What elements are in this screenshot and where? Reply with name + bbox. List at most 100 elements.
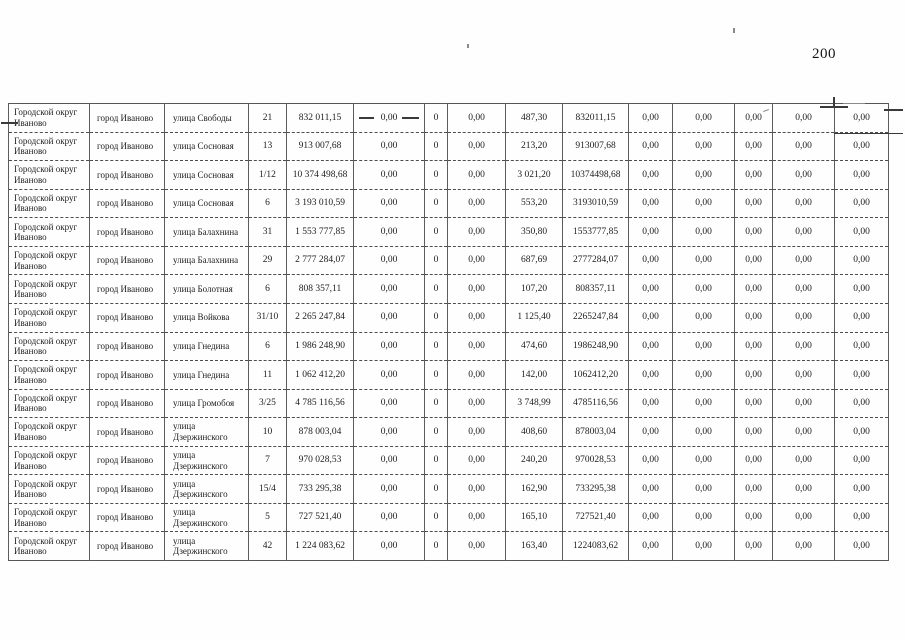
- table-cell: 0,00: [834, 188, 889, 219]
- table-cell: 878003,04: [562, 417, 629, 447]
- table-cell: 487,30: [505, 103, 563, 133]
- table-cell: 0,00: [672, 188, 735, 219]
- table-cell: 727 521,40: [286, 502, 354, 533]
- table-cell: 0: [424, 302, 448, 333]
- table-cell: 13: [248, 131, 287, 162]
- table-cell: 0,00: [353, 445, 425, 476]
- pen-mark-cross-vertical: [833, 97, 835, 107]
- table-cell: 6: [248, 188, 287, 219]
- table-cell: 0,00: [834, 360, 889, 390]
- table-cell: 0,00: [772, 331, 835, 362]
- table-cell: 0,00: [628, 445, 673, 476]
- table-cell: улица Сосновая: [164, 188, 249, 219]
- table-cell: 808357,11: [562, 274, 629, 304]
- table-cell: 0,00: [447, 531, 506, 561]
- table-cell: 0,00: [672, 160, 735, 190]
- table-cell: улица Сосновая: [164, 131, 249, 162]
- table-cell: 4 785 116,56: [286, 388, 354, 419]
- table-cell: 0,00: [772, 217, 835, 247]
- table-cell: 0: [424, 388, 448, 419]
- table-cell: Городской округ Иваново: [8, 360, 90, 390]
- table-cell: 0,00: [353, 274, 425, 304]
- table-cell: 0,00: [734, 160, 773, 190]
- table-cell: 31/10: [248, 302, 287, 333]
- table-cell: 553,20: [505, 188, 563, 219]
- table-cell: улица Гнедина: [164, 331, 249, 362]
- table-cell: 0,00: [447, 360, 506, 390]
- table-cell: город Иваново: [89, 360, 165, 390]
- table-cell: город Иваново: [89, 331, 165, 362]
- table-cell: Городской округ Иваново: [8, 245, 90, 276]
- table-cell: 0,00: [353, 502, 425, 533]
- table-cell: 474,60: [505, 331, 563, 362]
- table-cell: 0,00: [772, 388, 835, 419]
- table-cell: 11: [248, 360, 287, 390]
- table-cell: 0,00: [628, 245, 673, 276]
- table-cell: 0,00: [834, 302, 889, 333]
- table-cell: 0: [424, 417, 448, 447]
- table-row: Городской округ Иваново город Иваново улиц…: [8, 331, 889, 362]
- table-cell: 10: [248, 417, 287, 447]
- table-cell: 31: [248, 217, 287, 247]
- table-cell: улица Дзержинского: [164, 502, 249, 533]
- table-cell: 408,60: [505, 417, 563, 447]
- table-cell: 0,00: [447, 474, 506, 504]
- table-cell: Городской округ Иваново: [8, 474, 90, 504]
- table-cell: 0,00: [772, 274, 835, 304]
- table-cell: 6: [248, 274, 287, 304]
- table-row: Городской округ Иваново город Иваново улиц…: [8, 160, 889, 190]
- table-cell: 0,00: [672, 360, 735, 390]
- table-row: Городской округ Иваново город Иваново улиц…: [8, 245, 889, 276]
- table-cell: 0,00: [834, 160, 889, 190]
- table-cell: улица Войкова: [164, 302, 249, 333]
- table-cell: улица Болотная: [164, 274, 249, 304]
- table-cell: 107,20: [505, 274, 563, 304]
- table-cell: улица Балахнина: [164, 217, 249, 247]
- table-cell: 0,00: [672, 445, 735, 476]
- table-cell: 0,00: [628, 531, 673, 561]
- table-cell: 0,00: [447, 160, 506, 190]
- table-cell: 913007,68: [562, 131, 629, 162]
- table-cell: 0,00: [772, 160, 835, 190]
- table-cell: 0,00: [834, 417, 889, 447]
- table-cell: 0,00: [772, 360, 835, 390]
- table-cell: город Иваново: [89, 445, 165, 476]
- table-cell: 0: [424, 274, 448, 304]
- table-cell: улица Сосновая: [164, 160, 249, 190]
- table-cell: Городской округ Иваново: [8, 103, 90, 133]
- table-row: Городской округ Иваново город Иваново улиц…: [8, 360, 889, 390]
- table-cell: 0: [424, 160, 448, 190]
- table-cell: 0,00: [447, 188, 506, 219]
- table-cell: 0,00: [834, 474, 889, 504]
- table-cell: 1 553 777,85: [286, 217, 354, 247]
- table-cell: 0: [424, 331, 448, 362]
- table-cell: 0,00: [834, 131, 889, 162]
- table-cell: 0,00: [447, 388, 506, 419]
- table-cell: улица Дзержинского: [164, 474, 249, 504]
- table-cell: 1986248,90: [562, 331, 629, 362]
- pen-mark-dotted-dash: [843, 103, 865, 104]
- table-cell: 0,00: [834, 245, 889, 276]
- table-cell: 0,00: [628, 103, 673, 133]
- table-cell: Городской округ Иваново: [8, 417, 90, 447]
- table-cell: город Иваново: [89, 474, 165, 504]
- table-cell: 142,00: [505, 360, 563, 390]
- table-cell: 832011,15: [562, 103, 629, 133]
- table-row: Городской округ Иваново город Иваново улиц…: [8, 531, 889, 561]
- table-cell: 0,00: [672, 217, 735, 247]
- table-row: Городской округ Иваново город Иваново улиц…: [8, 502, 889, 533]
- table-cell: Городской округ Иваново: [8, 274, 90, 304]
- table-cell: город Иваново: [89, 131, 165, 162]
- table-row: Городской округ Иваново город Иваново улиц…: [8, 302, 889, 333]
- table-cell: 0,00: [353, 188, 425, 219]
- table-cell: 165,10: [505, 502, 563, 533]
- table-cell: 832 011,15: [286, 103, 354, 133]
- table-cell: 0,00: [834, 331, 889, 362]
- table-cell: 2 777 284,07: [286, 245, 354, 276]
- table-cell: 0,00: [734, 502, 773, 533]
- table-cell: город Иваново: [89, 160, 165, 190]
- table-cell: 0,00: [772, 131, 835, 162]
- table-cell: 0,00: [353, 417, 425, 447]
- table-cell: Городской округ Иваново: [8, 502, 90, 533]
- table-row: Городской округ Иваново город Иваново улиц…: [8, 188, 889, 219]
